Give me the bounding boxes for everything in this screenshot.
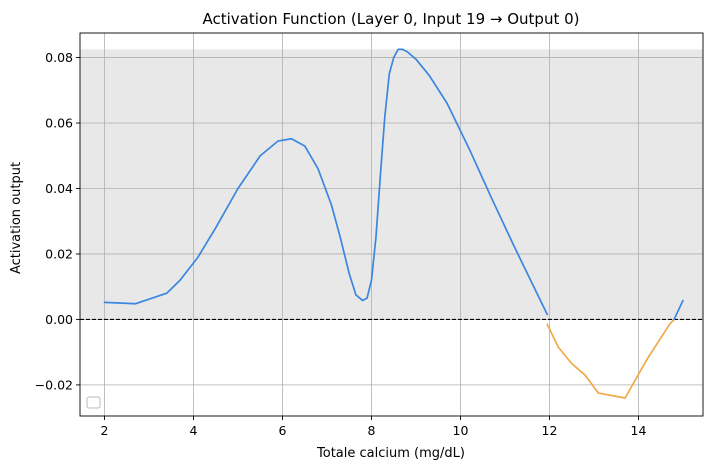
chart-title: Activation Function (Layer 0, Input 19 →… [202,10,579,28]
y-axis-title: Activation output [9,162,24,274]
x-tick-label: 6 [278,423,286,438]
x-tick-label: 4 [189,423,197,438]
x-tick-label: 10 [453,423,469,438]
y-tick-label: 0.08 [45,50,73,65]
series-line [546,318,675,399]
x-tick-label: 12 [542,423,558,438]
y-tick-label: 0.04 [45,181,73,196]
y-tick-label: −0.02 [35,377,73,392]
shaded-band [80,49,703,320]
x-tick-label: 2 [100,423,108,438]
legend-box [86,396,101,409]
x-tick-label: 8 [367,423,375,438]
series-line [103,48,549,316]
y-tick-label: 0.00 [45,312,73,327]
y-tick-label: 0.06 [45,116,73,131]
axes-frame [79,32,704,417]
x-tick-label: 14 [631,423,647,438]
plot-layer: 2 4 6 8 10 12 14 −0.02 0.00 0.02 0.04 0.06 0.08 [35,32,704,438]
x-axis-title: Totale calcium (mg/dL) [316,446,465,461]
series-line [673,299,684,321]
y-tick-label: 0.02 [45,246,73,261]
